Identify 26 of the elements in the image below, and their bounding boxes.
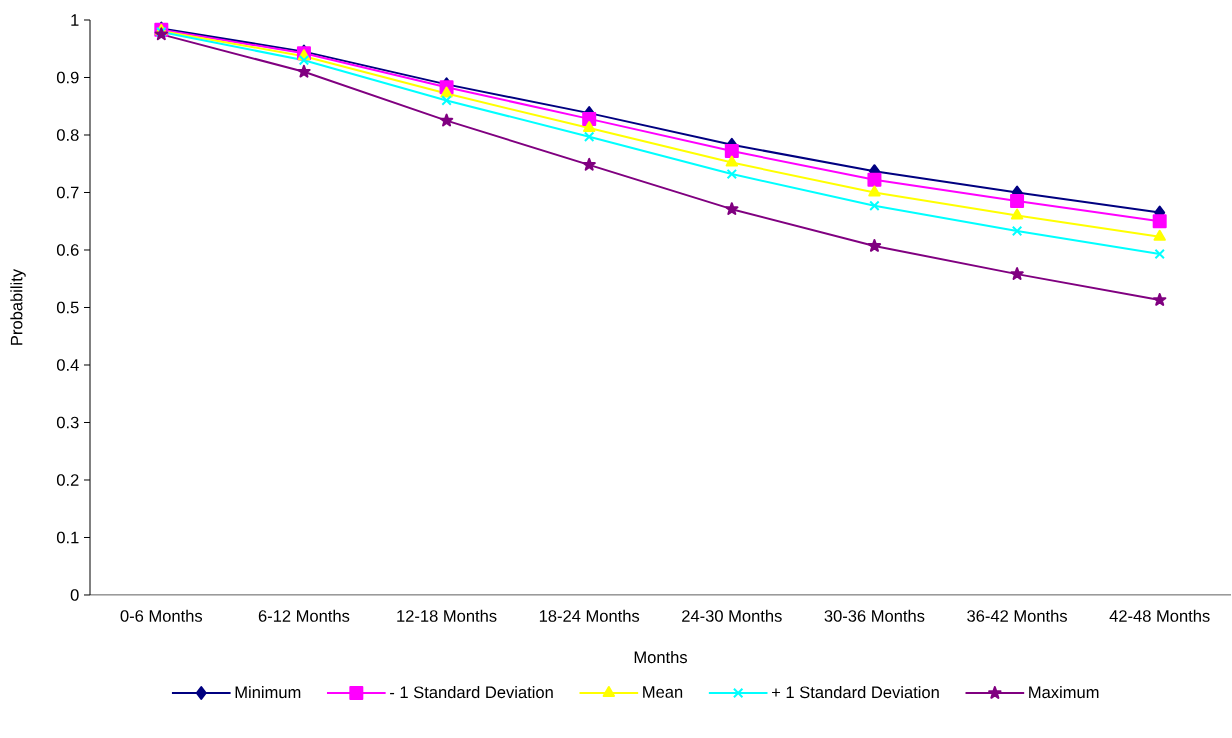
y-tick-label: 0.3 <box>56 416 79 429</box>
y-tick-label: 0.5 <box>56 301 79 314</box>
y-tick-label: 0 <box>70 589 79 601</box>
y-tick-label: 0.2 <box>56 474 79 486</box>
legend-label: + 1 Standard Deviation <box>772 686 939 699</box>
x-tick-label: 24-30 Months <box>682 609 782 622</box>
x-axis-title: Months <box>634 650 688 664</box>
y-tick-label: 0.1 <box>56 531 79 544</box>
legend-label: - 1 Standard Deviation <box>390 686 553 699</box>
x-tick-label: 0-6 Months <box>120 609 203 622</box>
x-tick-label: 30-36 Months <box>824 609 925 622</box>
y-tick-label: 0.6 <box>56 244 79 256</box>
y-tick-label: 0.8 <box>56 129 79 141</box>
x-tick-label: 42-48 Months <box>1109 609 1210 622</box>
legend-label: Maximum <box>1029 686 1099 699</box>
x-tick-label: 6-12 Months <box>258 609 350 622</box>
x-tick-label: 18-24 Months <box>539 609 640 622</box>
x-tick-label: 36-42 Months <box>967 609 1067 622</box>
y-tick-label: 0.7 <box>56 186 79 199</box>
y-tick-label: 0.9 <box>56 71 79 84</box>
legend-label: Mean <box>643 686 683 698</box>
y-axis-title: Probability <box>10 268 26 345</box>
x-tick-label: 12-18 Months <box>397 609 497 622</box>
y-tick-label: 1 <box>71 14 79 26</box>
y-tick-label: 0.4 <box>56 359 79 371</box>
legend-label: Minimum <box>235 686 301 699</box>
